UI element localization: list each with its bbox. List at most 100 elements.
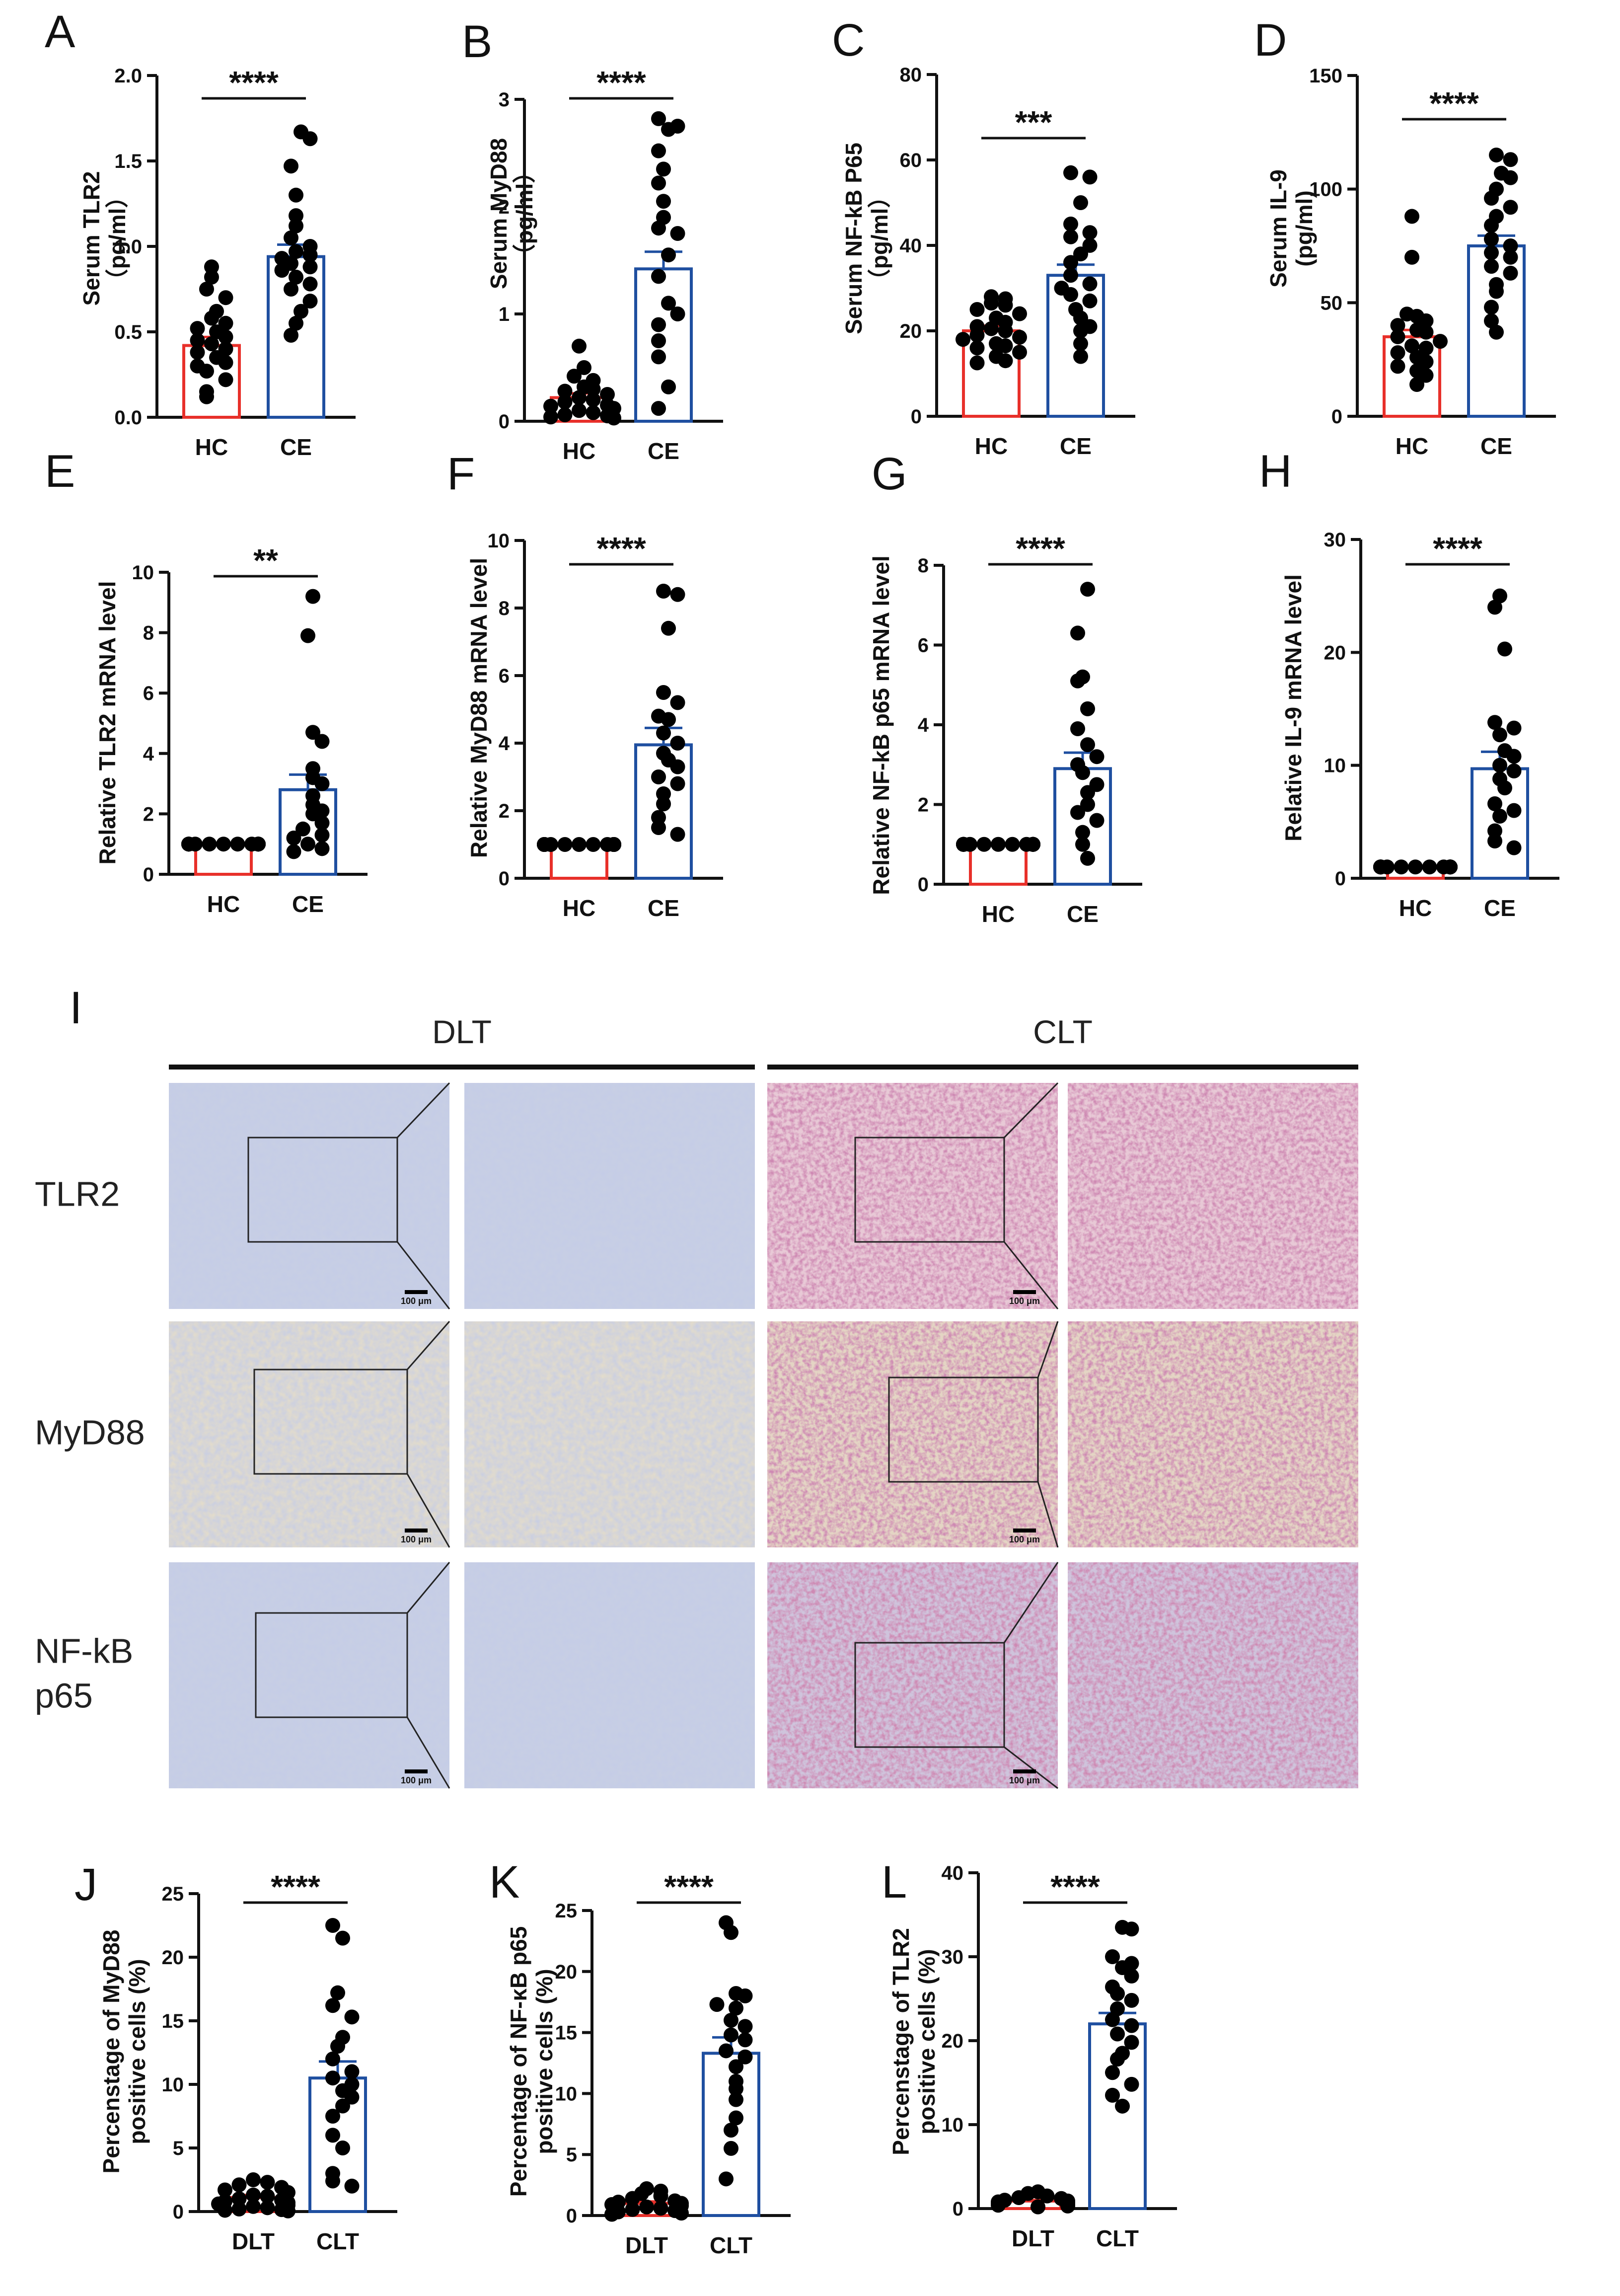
data-point — [1489, 148, 1504, 163]
significance-label: **** — [1016, 531, 1065, 566]
data-point — [661, 712, 676, 727]
tile-texture — [169, 1562, 449, 1788]
data-point — [330, 2039, 345, 2054]
data-point — [1492, 808, 1507, 824]
data-point — [600, 387, 615, 402]
chart-c: C 0 20 40 60 80 Serum NF-kB P65 （pg/ml） HC CE *** — [832, 15, 1135, 459]
y-tick-label: 20 — [1324, 642, 1346, 664]
micrograph-tile — [464, 1321, 755, 1547]
data-point — [537, 837, 552, 852]
data-point — [969, 302, 985, 317]
data-point — [218, 290, 233, 306]
data-point — [577, 360, 591, 375]
data-point — [651, 349, 666, 365]
data-point — [314, 776, 330, 791]
data-point — [1063, 217, 1078, 231]
y-tick-label: 10 — [132, 562, 154, 584]
data-point — [218, 372, 233, 387]
y-axis-title: Relative NF-kB p65 mRNA level — [868, 555, 894, 895]
data-point — [1422, 859, 1437, 875]
data-point — [651, 769, 666, 784]
data-point — [1506, 720, 1522, 736]
zoom-connector — [1037, 1321, 1059, 1378]
data-point — [724, 2123, 738, 2138]
data-point — [231, 2177, 247, 2193]
data-point — [1418, 354, 1434, 370]
x-tick-label: CE — [1484, 895, 1516, 921]
y-axis-title: Percenstage of TLR2 positive cells (%) — [888, 1928, 940, 2155]
data-point — [1063, 255, 1078, 270]
zoom-connector — [1003, 1241, 1059, 1309]
data-point — [729, 2110, 743, 2126]
y-tick-label: 2 — [499, 800, 510, 822]
data-point — [325, 2109, 340, 2124]
significance-label: **** — [596, 65, 646, 100]
y-tick-label: 20 — [900, 320, 922, 342]
ihc-figure: I DLT CLT TLR2 100 μm 100 μm MyD88 100 μm 100 μm… — [35, 983, 1358, 1789]
data-point — [289, 315, 303, 331]
data-point — [709, 1997, 725, 2012]
ihc-row-2: NF-kB p65 100 μm 100 μm — [35, 1562, 1358, 1789]
data-point — [670, 695, 685, 710]
data-point — [724, 2013, 738, 2028]
data-point — [1073, 195, 1088, 210]
data-point — [314, 827, 330, 842]
data-point — [302, 259, 318, 275]
data-point — [1124, 1992, 1139, 2008]
data-point — [572, 390, 587, 405]
scale-bar — [1013, 1769, 1036, 1773]
significance-label: *** — [1015, 104, 1052, 140]
data-point — [1110, 1986, 1125, 2001]
x-tick-label: DLT — [625, 2232, 668, 2258]
data-point — [1497, 780, 1512, 796]
tile-texture — [767, 1083, 1058, 1309]
data-point — [1089, 813, 1105, 828]
y-tick-label: 40 — [942, 1862, 964, 1884]
data-point — [1110, 2052, 1125, 2067]
data-point — [1115, 2098, 1130, 2114]
data-point — [1070, 625, 1085, 641]
data-point — [656, 685, 671, 700]
data-point — [1110, 2026, 1125, 2042]
scale-bar — [405, 1769, 428, 1773]
data-point — [1073, 336, 1088, 351]
zoom-connector — [406, 1562, 450, 1613]
data-point — [1433, 334, 1448, 349]
data-point — [1082, 169, 1098, 185]
data-point — [1506, 749, 1522, 764]
data-point — [1031, 2199, 1045, 2215]
y-axis-title: Serum TLR2 （pg/ml） — [78, 171, 130, 306]
y-axis-label: Serum TLR2 — [78, 171, 104, 306]
data-point — [1418, 368, 1434, 383]
data-point — [670, 776, 685, 791]
y-tick-label: 10 — [942, 2114, 964, 2136]
zoom-connector — [396, 1241, 450, 1309]
data-point — [1012, 329, 1027, 345]
data-point — [1070, 805, 1085, 820]
micrograph-tile — [1068, 1321, 1358, 1547]
data-point — [1390, 345, 1405, 360]
data-point — [1506, 840, 1522, 855]
x-tick-label: HC — [563, 438, 595, 464]
data-point — [218, 2182, 232, 2198]
y-tick-label: 8 — [143, 622, 154, 644]
panel-letter: D — [1254, 15, 1287, 66]
data-point — [1503, 152, 1518, 167]
data-point — [260, 2175, 275, 2190]
chart-f: F 0 2 4 6 8 10 Relative MyD88 mRNA level HC CE ***… — [447, 449, 723, 921]
data-point — [956, 332, 970, 347]
data-point — [729, 2059, 743, 2074]
data-point — [284, 230, 298, 245]
data-point — [1075, 825, 1090, 840]
y-axis-title: Relative IL-9 mRNA level — [1280, 574, 1306, 842]
y-tick-label: 8 — [499, 598, 510, 619]
data-point — [1487, 796, 1502, 811]
data-point — [1082, 225, 1098, 240]
data-point — [991, 837, 1006, 852]
x-tick-label: CE — [1067, 901, 1099, 927]
data-point — [1080, 701, 1095, 716]
data-point — [1503, 249, 1518, 265]
zoom-connector — [1004, 1746, 1058, 1789]
data-point — [998, 323, 1013, 338]
